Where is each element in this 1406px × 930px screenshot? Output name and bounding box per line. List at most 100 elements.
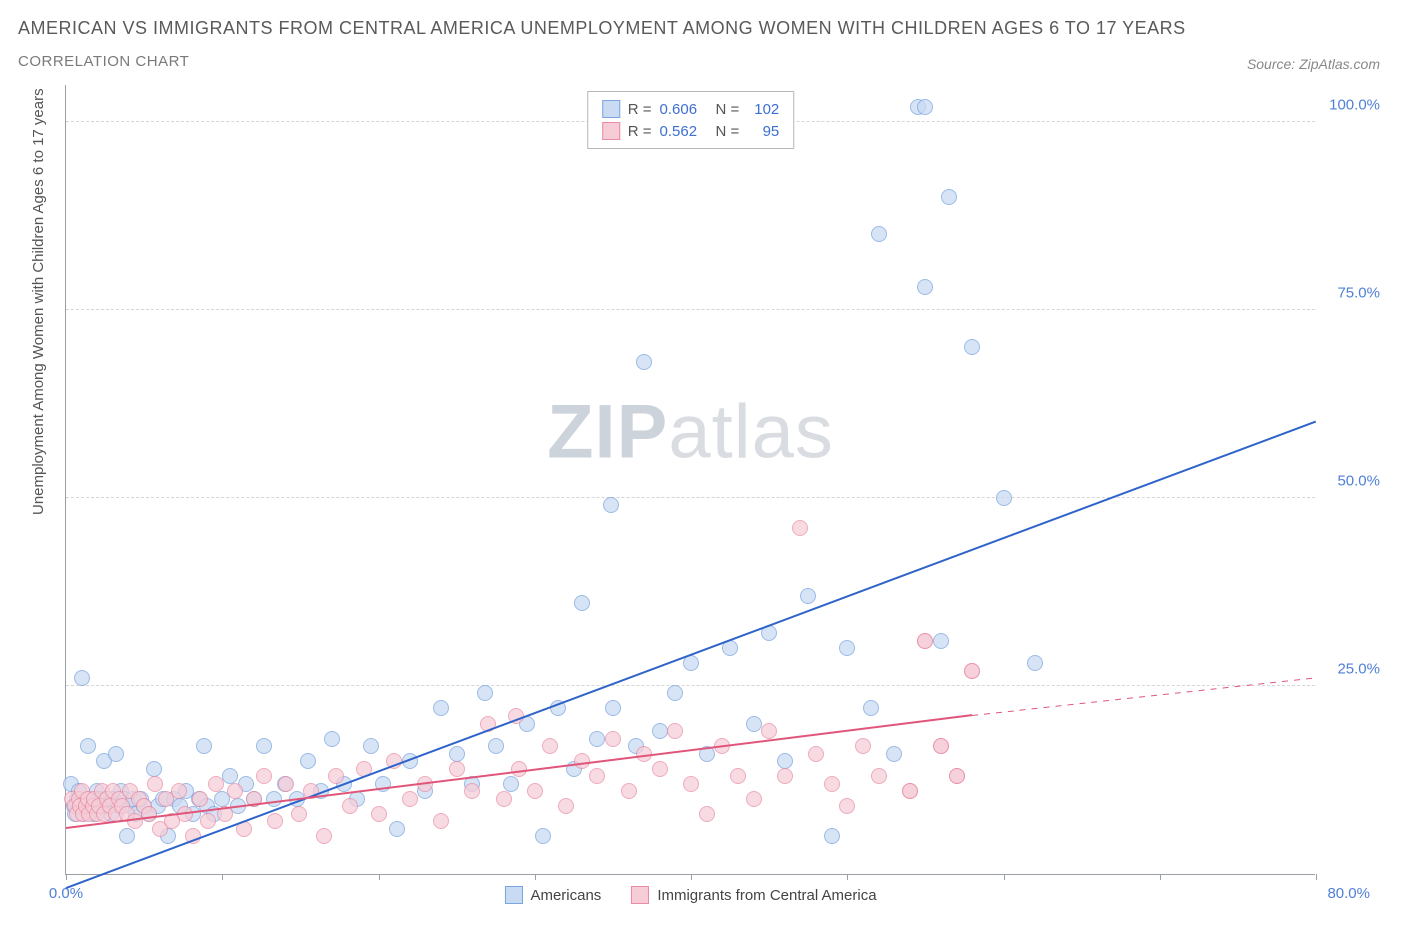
data-point [933, 633, 949, 649]
data-point [824, 828, 840, 844]
data-point [558, 798, 574, 814]
data-point [746, 716, 762, 732]
data-point [800, 588, 816, 604]
stats-legend-row: R = 0.606 N = 102 [602, 98, 780, 120]
data-point [917, 279, 933, 295]
data-point [605, 731, 621, 747]
data-point [933, 738, 949, 754]
data-point [746, 791, 762, 807]
y-tick-label: 50.0% [1337, 472, 1380, 489]
data-point [449, 761, 465, 777]
data-point [363, 738, 379, 754]
data-point [863, 700, 879, 716]
data-point [574, 595, 590, 611]
data-point [824, 776, 840, 792]
data-point [141, 806, 157, 822]
data-point [730, 768, 746, 784]
data-point [266, 791, 282, 807]
data-point [449, 746, 465, 762]
legend-swatch [602, 122, 620, 140]
gridline [66, 497, 1315, 498]
data-point [941, 189, 957, 205]
data-point [200, 813, 216, 829]
data-point [964, 339, 980, 355]
stat-label: N = [716, 123, 740, 140]
data-point [542, 738, 558, 754]
legend-swatch [602, 100, 620, 118]
data-point [389, 821, 405, 837]
data-point [652, 723, 668, 739]
data-point [227, 783, 243, 799]
stats-legend-row: R =0.562N =95 [602, 120, 780, 142]
data-point [503, 776, 519, 792]
data-point [535, 828, 551, 844]
data-point [196, 738, 212, 754]
data-point [74, 670, 90, 686]
legend-label: Americans [530, 887, 601, 904]
x-tick [222, 874, 223, 880]
stat-n-value: 95 [747, 123, 779, 140]
chart-main-title: AMERICAN VS IMMIGRANTS FROM CENTRAL AMER… [18, 18, 1406, 39]
data-point [256, 738, 272, 754]
legend-swatch [631, 886, 649, 904]
x-tick [1316, 874, 1317, 880]
data-point [792, 520, 808, 536]
gridline [66, 685, 1315, 686]
y-tick-label: 100.0% [1329, 96, 1380, 113]
data-point [683, 776, 699, 792]
data-point [949, 768, 965, 784]
trend-line [972, 677, 1316, 716]
data-point [208, 776, 224, 792]
legend-item: Americans [504, 886, 601, 904]
data-point [402, 791, 418, 807]
x-tick-label: 80.0% [1327, 885, 1370, 902]
data-point [589, 768, 605, 784]
data-point [603, 497, 619, 513]
y-axis-label: Unemployment Among Women with Children A… [30, 88, 47, 515]
data-point [324, 731, 340, 747]
stat-r-value: 0.562 [660, 123, 708, 140]
data-point [652, 761, 668, 777]
data-point [488, 738, 504, 754]
data-point [621, 783, 637, 799]
data-point [256, 768, 272, 784]
y-tick-label: 75.0% [1337, 284, 1380, 301]
data-point [496, 791, 512, 807]
data-point [527, 783, 543, 799]
data-point [192, 791, 208, 807]
data-point [839, 640, 855, 656]
data-point [871, 768, 887, 784]
data-point [917, 633, 933, 649]
source-attribution: Source: ZipAtlas.com [1247, 56, 1380, 72]
data-point [917, 99, 933, 115]
data-point [699, 806, 715, 822]
x-tick [66, 874, 67, 880]
data-point [605, 700, 621, 716]
data-point [267, 813, 283, 829]
data-point [902, 783, 918, 799]
data-point [278, 776, 294, 792]
data-point [964, 663, 980, 679]
legend-label: Immigrants from Central America [657, 887, 876, 904]
stat-r-value: 0.606 [660, 101, 708, 118]
x-tick [1004, 874, 1005, 880]
data-point [222, 768, 238, 784]
legend-swatch [504, 886, 522, 904]
stat-label: N = [716, 101, 740, 118]
data-point [886, 746, 902, 762]
data-point [371, 806, 387, 822]
stat-n-value: 102 [747, 101, 779, 118]
data-point [1027, 655, 1043, 671]
trend-line [66, 420, 1317, 889]
x-tick [535, 874, 536, 880]
data-point [328, 768, 344, 784]
data-point [291, 806, 307, 822]
stat-label: R = [628, 101, 652, 118]
trend-line [66, 714, 972, 829]
data-point [589, 731, 605, 747]
x-tick [1160, 874, 1161, 880]
x-tick [379, 874, 380, 880]
legend-item: Immigrants from Central America [631, 886, 876, 904]
data-point [464, 783, 480, 799]
data-point [146, 761, 162, 777]
